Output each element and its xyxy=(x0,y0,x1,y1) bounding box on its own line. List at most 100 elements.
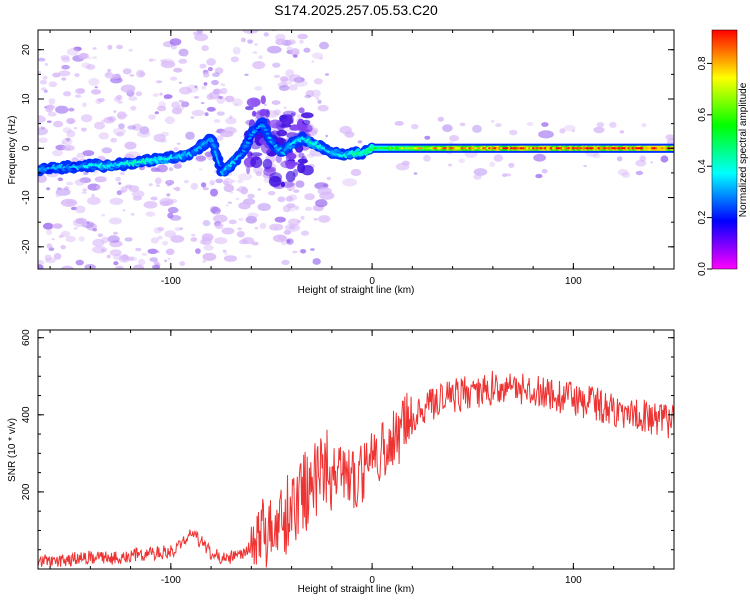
spectrogram-noise-blob xyxy=(175,227,181,231)
spectrogram-ridge-segment xyxy=(255,130,257,131)
spectrogram-noise-blob xyxy=(67,147,71,150)
spectrogram-noise-blob xyxy=(128,96,137,101)
spectrogram-noise-blob xyxy=(108,235,120,243)
spectrogram-noise-blob xyxy=(184,180,189,184)
spectrogram-noise-blob xyxy=(274,109,281,115)
spectrogram-noise-blob xyxy=(285,224,300,232)
colorbar-label: Normalized spectral amplitude xyxy=(738,82,749,217)
spectrogram-energy-blob xyxy=(298,159,308,164)
spectrogram-noise-blob xyxy=(130,106,136,111)
spectrogram-noise-blob xyxy=(411,124,419,129)
spectrogram-noise-blob xyxy=(138,259,145,266)
spectrogram-ridge-segment xyxy=(209,140,211,142)
spectrogram-noise-blob xyxy=(204,82,208,86)
spectrogram-noise-blob xyxy=(301,216,305,220)
spectrogram-noise-blob xyxy=(203,253,217,261)
spectrogram-noise-blob xyxy=(53,121,63,128)
spectrogram-noise-blob xyxy=(55,106,68,114)
spectrogram-noise-blob xyxy=(94,122,105,130)
spectrogram-noise-blob xyxy=(157,251,160,253)
spectrogram-noise-blob xyxy=(258,203,271,211)
spectrogram-noise-blob xyxy=(47,243,53,248)
spectrogram-noise-blob xyxy=(495,123,502,127)
spectrogram-noise-blob xyxy=(218,96,223,99)
spectrogram-noise-blob xyxy=(424,136,430,140)
spectrogram-noise-blob xyxy=(193,32,199,36)
spectrogram-noise-blob xyxy=(229,220,237,225)
spectrogram-noise-blob xyxy=(264,32,269,36)
spectrogram-noise-blob xyxy=(49,278,57,285)
spectrogram-noise-blob xyxy=(260,223,267,229)
spectrogram-noise-blob xyxy=(91,89,101,94)
spectrogram-noise-blob xyxy=(173,68,182,73)
spectrogram-noise-blob xyxy=(297,34,308,40)
spectrogram-noise-blob xyxy=(489,161,495,167)
spectrogram-noise-blob xyxy=(247,39,253,43)
spectrogram-noise-blob xyxy=(538,130,554,138)
spectrogram-noise-blob xyxy=(351,169,362,176)
spectrogram-noise-blob xyxy=(542,169,548,174)
spectrogram-noise-blob xyxy=(283,107,287,109)
spectrogram-noise-blob xyxy=(81,114,92,122)
spectrogram-noise-blob xyxy=(223,275,234,281)
spectrogram-noise-blob xyxy=(272,63,280,68)
spectrogram-noise-blob xyxy=(226,205,228,207)
spectrogram-noise-blob xyxy=(323,184,328,188)
spectrogram-noise-blob xyxy=(622,172,630,178)
spectrogram-noise-blob xyxy=(164,94,173,99)
spectrogram-noise-blob xyxy=(38,58,46,62)
spectrogram-noise-blob xyxy=(201,182,206,187)
spectrogram-noise-blob xyxy=(56,194,61,198)
spectrogram-noise-blob xyxy=(253,51,258,54)
spectrogram-noise-blob xyxy=(101,274,111,281)
spectrogram-ridge-segment xyxy=(279,148,281,150)
spectrogram-noise-blob xyxy=(636,171,643,175)
spectrogram-noise-blob xyxy=(79,275,88,281)
spectrogram-noise-blob xyxy=(242,237,254,244)
spectrogram-ridge-segment xyxy=(199,147,201,148)
spectrogram-noise-blob xyxy=(67,48,80,56)
spectrogram-noise-blob xyxy=(473,174,481,180)
spectrogram-noise-blob xyxy=(144,201,158,209)
spectrogram-noise-blob xyxy=(169,167,173,171)
spectrogram-y-tick-label: -10 xyxy=(21,190,32,205)
spectrogram-noise-blob xyxy=(203,72,209,78)
spectrogram-noise-blob xyxy=(190,116,194,119)
spectrogram-energy-blob xyxy=(250,152,263,156)
spectrogram-noise-blob xyxy=(52,150,63,156)
spectrogram-noise-blob xyxy=(275,217,286,223)
spectrogram-noise-blob xyxy=(113,254,122,260)
spectrogram-noise-blob xyxy=(127,125,136,130)
spectrogram-noise-blob xyxy=(195,248,201,254)
spectrogram-noise-blob xyxy=(215,179,223,184)
spectrogram-noise-blob xyxy=(179,261,185,266)
spectrogram-noise-blob xyxy=(177,143,181,145)
spectrogram-noise-blob xyxy=(95,86,98,88)
spectrogram-noise-blob xyxy=(597,122,605,127)
spectrogram-noise-blob xyxy=(240,187,248,194)
spectrogram-noise-blob xyxy=(87,222,90,224)
spectrogram-noise-blob xyxy=(136,70,145,78)
spectrogram-noise-blob xyxy=(61,65,70,70)
spectrogram-noise-blob xyxy=(46,229,52,235)
spectrogram-noise-blob xyxy=(118,182,121,185)
spectrogram-noise-blob xyxy=(583,165,587,167)
spectrogram-noise-blob xyxy=(301,231,309,236)
spectrogram-noise-blob xyxy=(68,108,74,112)
spectrogram-noise-blob xyxy=(99,132,109,139)
spectrogram-noise-blob xyxy=(449,141,454,144)
spectrogram-noise-blob xyxy=(115,177,121,182)
colorbar: 0.00.20.40.60.8 Normalized spectral ampl… xyxy=(697,30,749,276)
spectrogram-noise-blob xyxy=(312,52,323,59)
spectrogram-noise-blob xyxy=(222,228,235,235)
spectrogram-noise-blob xyxy=(212,72,220,77)
spectrogram-noise-blob xyxy=(241,38,246,43)
spectrogram-noise-blob xyxy=(75,95,81,98)
spectrogram-noise-blob xyxy=(111,270,116,275)
spectrogram-noise-blob xyxy=(79,272,88,280)
spectrogram-noise-blob xyxy=(295,207,299,210)
spectrogram-noise-blob xyxy=(142,271,150,278)
spectrogram-noise-blob xyxy=(116,132,124,137)
spectrogram-ridge-segment xyxy=(233,162,235,164)
